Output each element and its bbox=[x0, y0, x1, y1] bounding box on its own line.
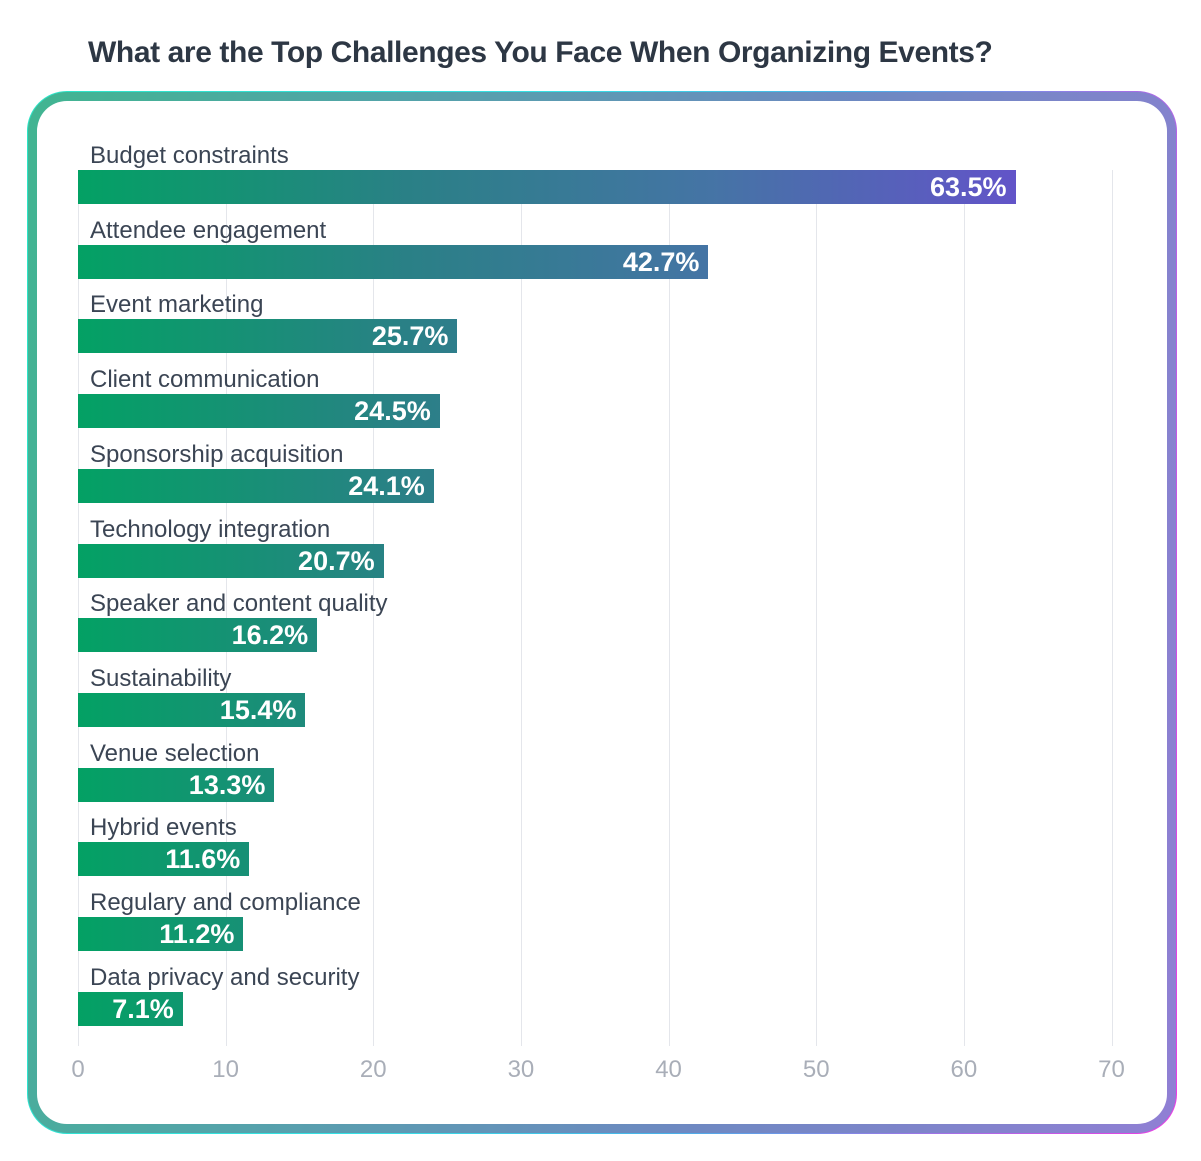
gridline bbox=[668, 170, 670, 1046]
gridline bbox=[1111, 170, 1113, 1046]
x-axis-tick-label: 0 bbox=[71, 1056, 85, 1083]
category-label: Venue selection bbox=[90, 739, 260, 767]
bar: 24.5% bbox=[78, 394, 440, 429]
category-label: Sustainability bbox=[90, 664, 232, 692]
bar-chart: Budget constraints 63.5% Attendee engageme… bbox=[71, 142, 1125, 1123]
bar-value-label: 25.7% bbox=[371, 321, 449, 352]
bar: 42.7% bbox=[78, 244, 709, 279]
gridline bbox=[78, 170, 79, 1046]
x-axis-tick-label: 50 bbox=[802, 1056, 830, 1083]
card-outer-hairline: Budget constraints 63.5% Attendee engageme… bbox=[27, 91, 1177, 1134]
gridline bbox=[373, 170, 375, 1046]
category-label: Client communication bbox=[90, 366, 320, 394]
gridline bbox=[963, 170, 965, 1046]
gridlines bbox=[78, 170, 1113, 1046]
category-label: Speaker and content quality bbox=[90, 590, 388, 618]
chart-title: What are the Top Challenges You Face Whe… bbox=[88, 36, 993, 69]
bar: 16.2% bbox=[78, 618, 318, 653]
bar-value-label: 7.1% bbox=[112, 993, 174, 1024]
bar: 11.2% bbox=[78, 917, 244, 951]
bar: 13.3% bbox=[78, 767, 275, 802]
category-label: Attendee engagement bbox=[90, 216, 327, 244]
bar-value-label: 11.6% bbox=[165, 844, 241, 875]
bar-value-label: 15.4% bbox=[219, 694, 297, 725]
bar: 25.7% bbox=[78, 319, 458, 354]
category-label: Sponsorship acquisition bbox=[90, 440, 344, 468]
x-axis-tick-label: 70 bbox=[1098, 1056, 1125, 1083]
x-axis-tick-label: 60 bbox=[950, 1056, 978, 1083]
x-axis-tick-label: 20 bbox=[359, 1056, 387, 1083]
category-label: Technology integration bbox=[90, 515, 331, 543]
category-label: Hybrid events bbox=[90, 814, 237, 842]
category-label: Regulary and compliance bbox=[90, 889, 361, 916]
category-label: Data privacy and security bbox=[90, 963, 360, 991]
x-axis-tick-label: 10 bbox=[212, 1056, 239, 1083]
bar-value-label: 24.1% bbox=[348, 470, 425, 501]
category-label: Budget constraints bbox=[90, 142, 289, 169]
bar-value-label: 16.2% bbox=[231, 620, 309, 651]
bar-value-label: 20.7% bbox=[298, 545, 375, 576]
x-axis: 0 10 20 30 40 50 60 70 bbox=[71, 1056, 1125, 1086]
chart-card: Budget constraints 63.5% Attendee engageme… bbox=[37, 101, 1167, 1124]
bar-value-label: 42.7% bbox=[622, 246, 700, 277]
gridline bbox=[816, 170, 818, 1046]
gridline bbox=[225, 170, 227, 1046]
category-label: Event marketing bbox=[90, 291, 264, 319]
bar: 24.1% bbox=[78, 468, 434, 503]
bar: 63.5% bbox=[78, 170, 1016, 204]
bar: 11.6% bbox=[78, 842, 250, 877]
bar-value-label: 13.3% bbox=[188, 769, 266, 800]
x-axis-tick-label: 30 bbox=[507, 1056, 535, 1083]
bar-value-label: 24.5% bbox=[354, 396, 431, 427]
card-gradient-border: Budget constraints 63.5% Attendee engageme… bbox=[28, 92, 1176, 1133]
gridline bbox=[520, 170, 522, 1046]
x-axis-tick-label: 40 bbox=[655, 1056, 682, 1083]
bar: 20.7% bbox=[78, 543, 384, 578]
bar-value-label: 63.5% bbox=[929, 172, 1007, 202]
bar: 15.4% bbox=[78, 692, 306, 727]
bar: 7.1% bbox=[78, 991, 183, 1026]
bar-value-label: 11.2% bbox=[159, 919, 235, 949]
